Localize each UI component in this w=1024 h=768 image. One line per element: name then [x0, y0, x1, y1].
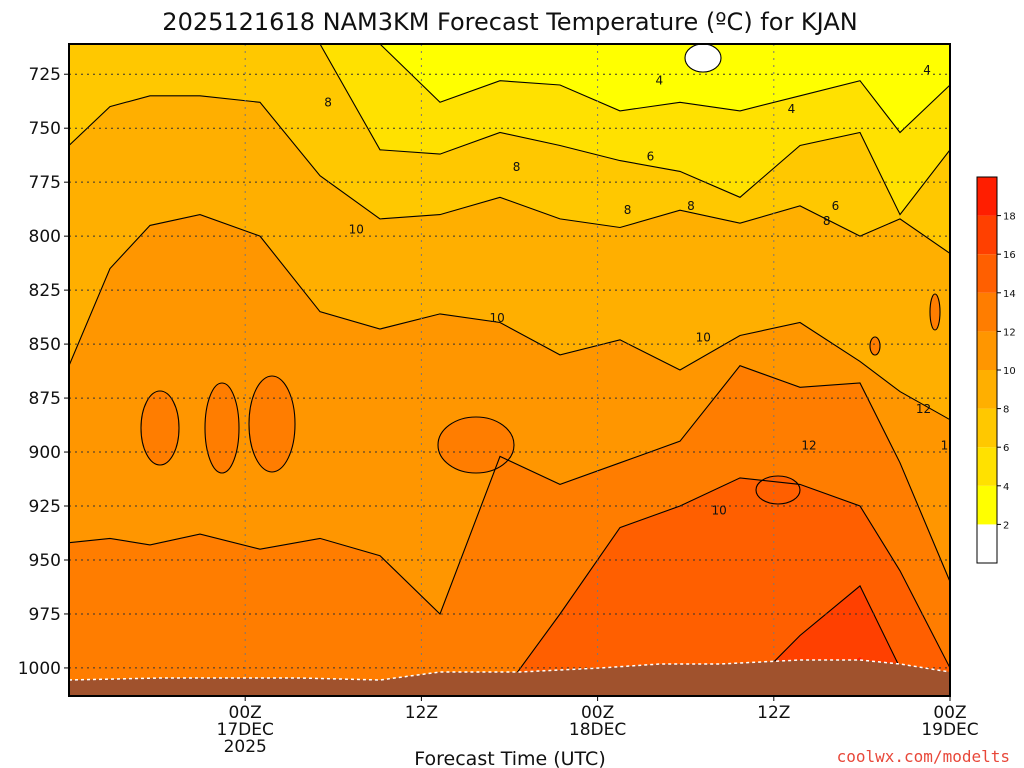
contour-4c: [69, 44, 950, 134]
contour-label: 10: [696, 331, 711, 345]
contour-label: 10: [349, 223, 364, 237]
contour-island: [684, 44, 722, 73]
colorbar-swatch: [977, 331, 997, 370]
colorbar-label: 4: [1003, 482, 1009, 493]
colorbar-label: 6: [1003, 443, 1009, 454]
y-tick-label: 825: [29, 281, 61, 301]
colorbar-swatch: [977, 177, 997, 216]
plot-frame: [68, 43, 951, 697]
plot-area: 44466888888101010101010121212141414: [69, 44, 985, 696]
x-tick-label: 2025: [224, 737, 267, 757]
terrain: [69, 660, 950, 696]
contour-island: [204, 382, 240, 474]
x-tick-label: 12Z: [405, 703, 438, 723]
y-axis: 725 750 775 800 825 850 875 900 925 950 975 1000: [18, 65, 69, 679]
contour-12c: [69, 365, 950, 615]
x-tick-label: 17DEC: [217, 720, 274, 740]
contour-8c: [69, 95, 950, 254]
colorbar-label: 8: [1003, 405, 1009, 416]
contour-label: 14: [969, 609, 984, 623]
contour-label: 8: [324, 95, 332, 109]
contour-island: [140, 390, 180, 466]
contour-island: [437, 416, 515, 474]
temperature-islands: [140, 44, 941, 505]
colorbar-swatch: [977, 447, 997, 486]
y-tick-label: 950: [29, 551, 61, 571]
terrain-group: [69, 659, 950, 696]
colorbar-swatch: [977, 292, 997, 332]
contour-lines: [69, 44, 950, 696]
colorbar-legend: 2 4 6 8 10 12 14 16 18: [976, 176, 1016, 564]
contour-label: 8: [687, 199, 695, 213]
colorbar-label: 10: [1003, 366, 1016, 377]
contour-label-bg: [967, 608, 985, 622]
surface-line: [69, 659, 950, 681]
x-tick-label: 12Z: [757, 703, 790, 723]
contour-label: 4: [923, 63, 931, 77]
colorbar-label: 16: [1003, 250, 1016, 261]
colorbar-swatch: [977, 408, 997, 448]
contour-14c: [69, 477, 950, 696]
contour-label: 4: [788, 102, 796, 116]
contour-label: 8: [624, 203, 632, 217]
colorbar-label: 18: [1003, 212, 1016, 223]
contour-label: 10: [941, 439, 956, 453]
contour-label: 6: [832, 199, 840, 213]
contour-16c: [69, 585, 950, 696]
contour-label: 10: [490, 311, 505, 325]
x-tick-label: 00Z: [229, 703, 262, 723]
y-tick-label: 800: [29, 227, 61, 247]
contour-labels: 44466888888101010101010121212141414: [324, 63, 985, 623]
colorbar-label: 12: [1003, 327, 1016, 338]
x-tick-label: 00Z: [581, 703, 614, 723]
x-tick-label: 00Z: [933, 703, 966, 723]
colorbar-swatch: [977, 370, 997, 409]
y-tick-label: 775: [29, 173, 61, 193]
credit-text: coolwx.com/modelts: [837, 747, 1010, 766]
contour-label: 12: [801, 439, 816, 453]
contour-label: 8: [823, 214, 831, 228]
contour-island: [248, 375, 296, 473]
x-axis-label: Forecast Time (UTC): [414, 748, 605, 768]
contour-label: 6: [647, 149, 655, 163]
colorbar-label: 2: [1003, 520, 1009, 531]
colorbar-label: 14: [1003, 289, 1016, 300]
colorbar-swatch: [977, 215, 997, 255]
x-tick-label: 19DEC: [921, 720, 978, 740]
y-tick-label: 900: [29, 443, 61, 463]
y-tick-label: 875: [29, 389, 61, 409]
y-tick-label: 750: [29, 119, 61, 139]
contour-island: [869, 336, 881, 356]
chart-title: 2025121618 NAM3KM Forecast Temperature (…: [162, 8, 857, 36]
y-tick-label: 725: [29, 65, 61, 85]
contour-label: 10: [712, 503, 727, 517]
contour-label: 4: [655, 74, 663, 88]
band-14c: [69, 477, 950, 696]
colorbar-swatch: [977, 254, 997, 293]
colorbar-swatch: [977, 524, 997, 563]
contour-10c: [69, 214, 950, 421]
x-tick-label: 18DEC: [569, 720, 626, 740]
colorbar-swatch: [977, 485, 997, 525]
y-tick-label: 925: [29, 497, 61, 517]
contour-island: [929, 293, 941, 331]
y-tick-label: 1000: [18, 659, 61, 679]
contour-label: 8: [513, 160, 521, 174]
contour-label: 12: [916, 402, 931, 416]
y-tick-label: 975: [29, 605, 61, 625]
y-tick-label: 850: [29, 335, 61, 355]
contour-6c: [69, 44, 950, 216]
